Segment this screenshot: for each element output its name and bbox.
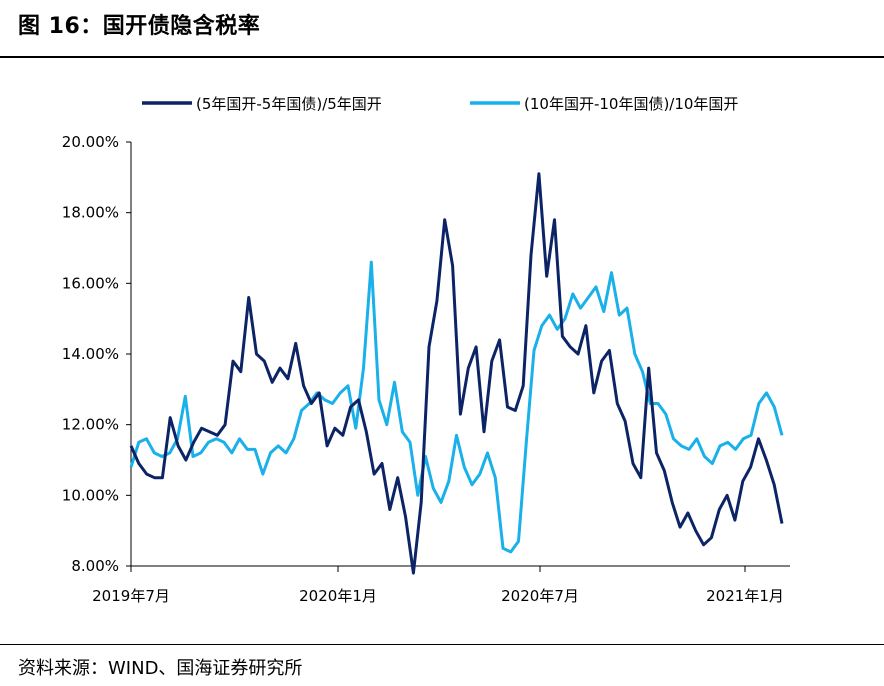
series-group bbox=[129, 172, 784, 575]
x-tick-label: 2019年7月 bbox=[92, 587, 170, 605]
y-tick-label: 20.00% bbox=[62, 133, 119, 151]
x-tick-label: 2020年1月 bbox=[299, 587, 377, 605]
title-divider bbox=[0, 56, 884, 58]
x-tick-label: 2021年1月 bbox=[706, 587, 784, 605]
source-note: 资料来源：WIND、国海证券研究所 bbox=[18, 658, 303, 679]
y-tick-label: 14.00% bbox=[62, 345, 119, 363]
series-line-2 bbox=[129, 260, 784, 554]
legend-label-series-1: (5年国开-5年国债)/5年国开 bbox=[196, 95, 382, 113]
x-tick-label: 2020年7月 bbox=[501, 587, 579, 605]
y-tick-label: 18.00% bbox=[62, 204, 119, 222]
series-line-1 bbox=[129, 172, 784, 575]
y-tick-label: 8.00% bbox=[71, 557, 119, 575]
source-divider bbox=[0, 644, 884, 645]
x-axis: 2019年7月 2020年1月 2020年7月 2021年1月 bbox=[92, 565, 790, 605]
y-tick-label: 12.00% bbox=[62, 416, 119, 434]
chart-legend: (5年国开-5年国债)/5年国开 (10年国开-10年国债)/10年国开 bbox=[142, 95, 738, 113]
y-tick-label: 16.00% bbox=[62, 274, 119, 292]
y-tick-label: 10.00% bbox=[62, 486, 119, 504]
figure-title: 图 16：国开债隐含税率 bbox=[18, 14, 261, 39]
y-axis: 8.00% 10.00% 12.00% 14.00% 16.00% 18.00% 20.00… bbox=[62, 133, 132, 575]
legend-label-series-2: (10年国开-10年国债)/10年国开 bbox=[524, 95, 738, 113]
